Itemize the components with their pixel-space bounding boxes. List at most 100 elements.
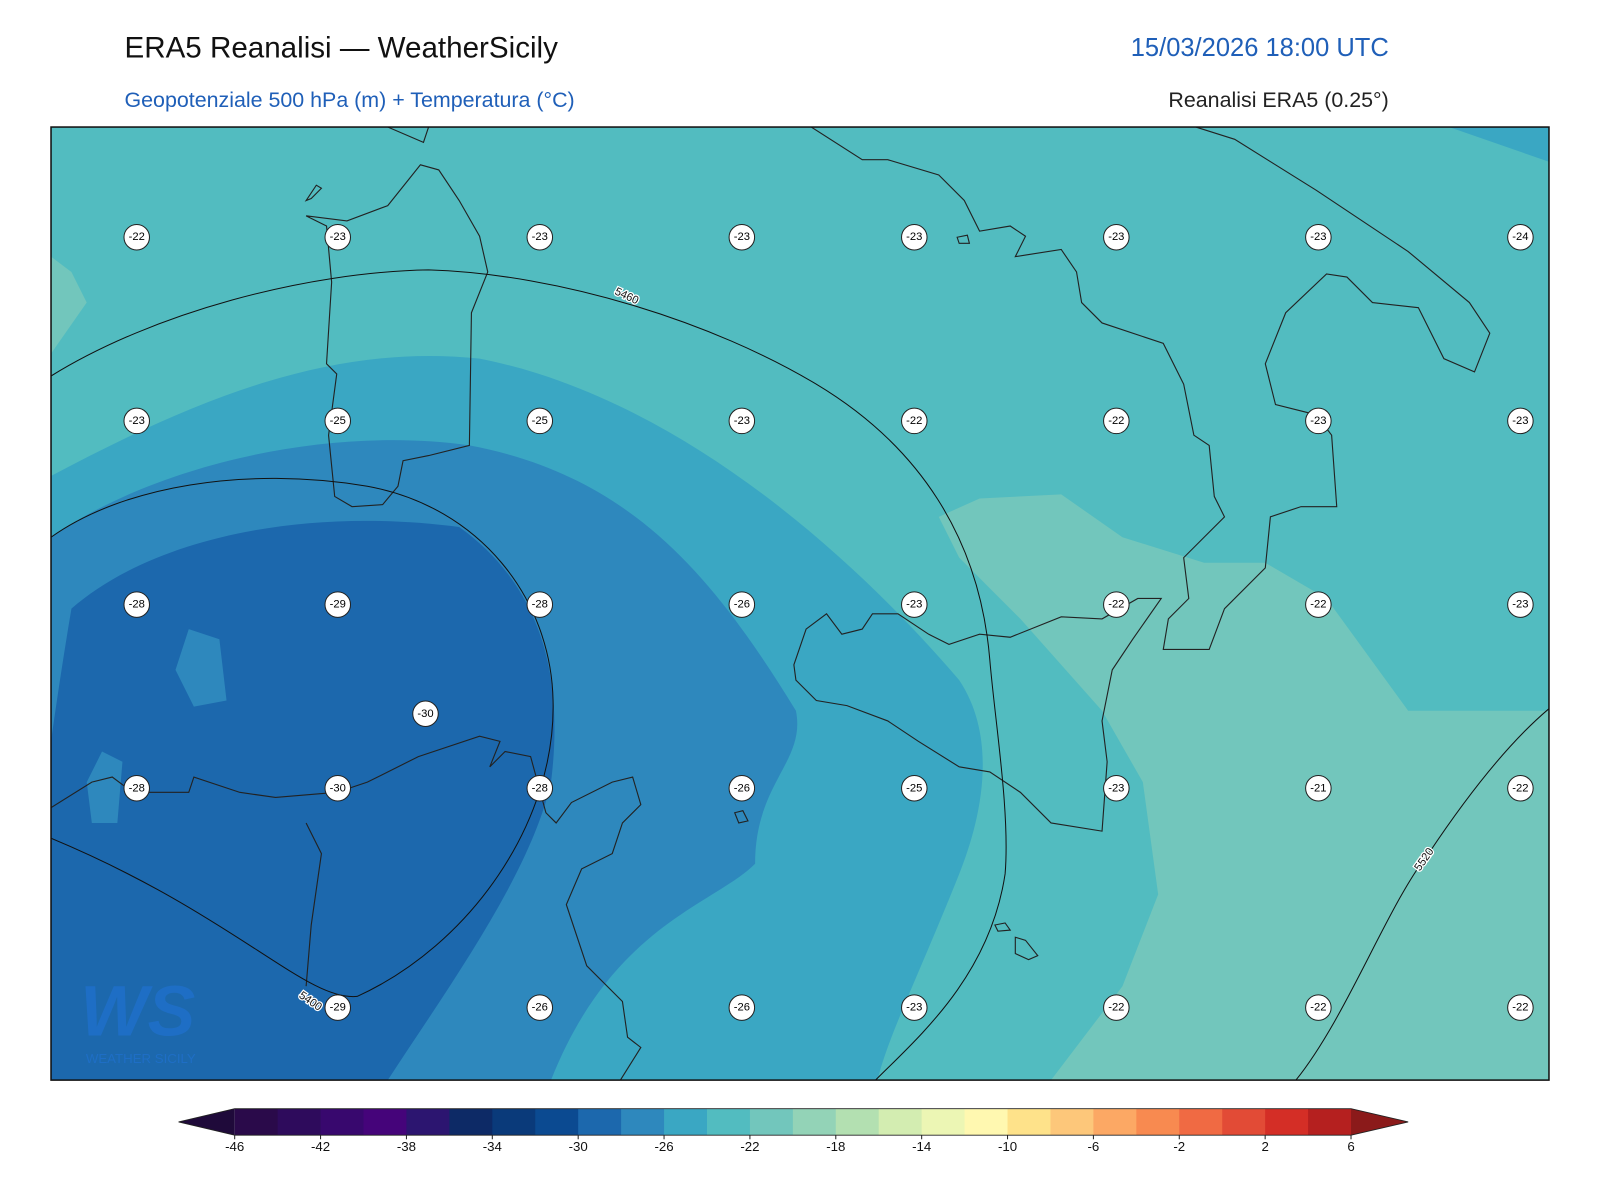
- colorbar-tick-label: -22: [740, 1139, 759, 1154]
- temp-marker: [1103, 223, 1130, 251]
- temp-label: -23: [734, 415, 750, 427]
- temp-label: -22: [1310, 599, 1326, 611]
- temp-marker: [728, 407, 756, 435]
- colorbar: -46 -42 -38 -34 -30 -26 -22 -18 -14 -10 -6 -2 2 6: [178, 1108, 1409, 1154]
- coastline: [305, 164, 489, 508]
- datetime: 15/03/2026 18:00 UTC: [1131, 34, 1389, 62]
- temp-label: -22: [1310, 1002, 1326, 1014]
- temp-marker: [1507, 407, 1534, 435]
- temp-marker: [1507, 223, 1534, 251]
- temp-label: -28: [129, 782, 145, 794]
- map-frame: [50, 126, 1550, 1081]
- temp-marker: [412, 700, 439, 728]
- map-fill: [51, 127, 1549, 1081]
- temp-marker: [1305, 774, 1332, 802]
- temp-label: -25: [532, 415, 548, 427]
- logo-mark: WS: [80, 972, 195, 1052]
- temp-label: -26: [734, 599, 750, 611]
- temp-label: -25: [330, 415, 346, 427]
- colorbar-bin: [1136, 1108, 1180, 1136]
- temp-marker: [324, 994, 352, 1021]
- temp-label: -22: [129, 231, 145, 243]
- colorbar-bin: [535, 1108, 579, 1136]
- logo: WS WEATHER SICILY: [80, 972, 196, 1066]
- colorbar-tick-label: -6: [1088, 1139, 1100, 1154]
- temp-label: -23: [1108, 231, 1124, 243]
- coastline: [956, 234, 971, 244]
- source: Reanalisi ERA5 (0.25°): [1168, 88, 1388, 112]
- temp-label: -26: [734, 782, 750, 794]
- temp-marker: [728, 591, 756, 618]
- temp-label: -23: [1512, 415, 1528, 427]
- temp-label: -21: [1310, 782, 1326, 794]
- temp-marker: [901, 994, 928, 1021]
- field: [938, 494, 1549, 1081]
- colorbar-bin: [1050, 1108, 1094, 1136]
- temp-label: -23: [906, 599, 922, 611]
- temp-marker: [123, 591, 150, 618]
- temp-label: -23: [532, 231, 548, 243]
- coastline: [733, 810, 749, 824]
- temp-label: -25: [906, 782, 922, 794]
- colorbar-bin: [878, 1108, 923, 1136]
- temp-marker: [123, 407, 150, 435]
- colorbar-bin: [921, 1108, 966, 1136]
- temp-label: -22: [906, 415, 922, 427]
- temp-marker: [1507, 994, 1534, 1021]
- colorbar-bin: [449, 1108, 493, 1136]
- temp-label: -22: [1512, 782, 1528, 794]
- colorbar-tick-label: 6: [1347, 1139, 1354, 1154]
- temp-marker: [1305, 223, 1332, 251]
- colorbar-under: [178, 1108, 235, 1136]
- temp-label: -23: [1310, 231, 1326, 243]
- temp-marker: [526, 994, 554, 1021]
- temp-marker: [728, 994, 756, 1021]
- field: [175, 629, 227, 707]
- temp-marker: [123, 223, 150, 251]
- colorbar-bin: [277, 1108, 322, 1136]
- field: [51, 520, 555, 1081]
- temp-marker: [1507, 774, 1534, 802]
- title: ERA5 Reanalisi — WeatherSicily: [124, 31, 558, 64]
- colorbar-bin: [664, 1108, 708, 1136]
- temp-marker: [526, 591, 554, 618]
- temp-marker: [324, 223, 352, 251]
- coastline: [387, 127, 430, 144]
- colorbar-tick-label: -30: [569, 1139, 588, 1154]
- colorbar-bin: [706, 1108, 751, 1136]
- temp-label: -23: [129, 415, 145, 427]
- temp-label: -26: [532, 1002, 548, 1014]
- colorbar-bin: [1265, 1108, 1309, 1136]
- temp-label: -28: [532, 599, 548, 611]
- temp-marker: [1305, 994, 1332, 1021]
- temp-label: -29: [330, 1002, 346, 1014]
- field: [51, 256, 87, 354]
- temp-marker: [526, 774, 554, 802]
- coastline: [994, 922, 1039, 961]
- colorbar-tick-label: -42: [311, 1139, 330, 1154]
- contour-line: [1295, 708, 1549, 1081]
- temp-label: -23: [906, 1002, 922, 1014]
- colorbar-tick-label: -26: [654, 1139, 673, 1154]
- temp-label: -23: [1310, 415, 1326, 427]
- temp-marker: [901, 223, 928, 251]
- temp-label: -23: [330, 231, 346, 243]
- temp-label: -22: [1108, 1002, 1124, 1014]
- colorbar-tick-label: -10: [998, 1139, 1017, 1154]
- temp-label: -22: [1108, 415, 1124, 427]
- temp-marker: [1103, 407, 1130, 435]
- label-layer: -22 -23 -23 -23 -23 -23 -23 -24 -23 -25 -25 -23 -22 -…: [123, 223, 1534, 1021]
- temp-marker: [1103, 994, 1130, 1021]
- colorbar-tick-label: -18: [826, 1139, 845, 1154]
- coastline: [304, 184, 323, 202]
- colorbar-bin: [1222, 1108, 1266, 1136]
- temp-label: -22: [1108, 599, 1124, 611]
- colorbar-bin: [320, 1108, 365, 1136]
- temp-label: -28: [129, 599, 145, 611]
- colorbar-bin: [578, 1108, 622, 1136]
- colorbar-tick-label: -2: [1173, 1139, 1185, 1154]
- temp-marker: [1305, 407, 1332, 435]
- contour-line: [51, 269, 1007, 1081]
